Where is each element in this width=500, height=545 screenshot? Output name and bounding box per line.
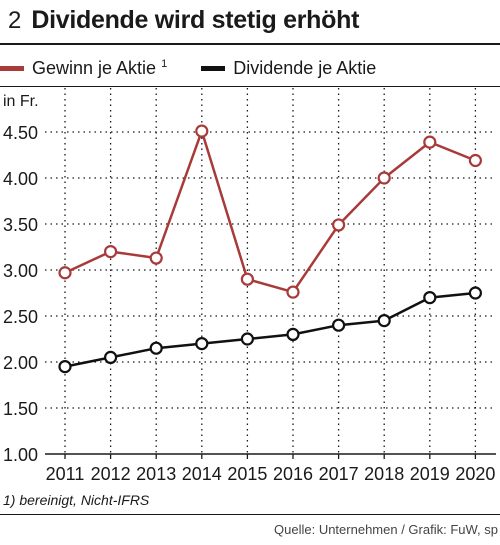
legend-label-dividende: Dividende je Aktie bbox=[233, 57, 377, 78]
data-point bbox=[377, 314, 391, 328]
data-point bbox=[103, 350, 118, 364]
chart-title: Dividende wird stetig erhöht bbox=[31, 6, 360, 34]
bottom-rule bbox=[0, 514, 500, 515]
data-point bbox=[58, 360, 72, 374]
data-point bbox=[377, 171, 391, 185]
data-point bbox=[240, 332, 254, 346]
x-tick-label: 2018 bbox=[364, 464, 404, 484]
y-axis-label: in Fr. bbox=[3, 93, 39, 110]
y-tick-label: 2.00 bbox=[3, 353, 38, 373]
x-tick-labels: 2011 2012 2013 2014 2015 2016 2017 2018 2019 2020 bbox=[46, 464, 496, 484]
source-credit: Quelle: Unternehmen / Grafik: FuW, sp bbox=[274, 522, 498, 537]
top-rule bbox=[0, 43, 500, 45]
y-tick-label: 4.00 bbox=[3, 169, 38, 189]
x-tick-label: 2017 bbox=[319, 464, 359, 484]
data-point bbox=[149, 251, 163, 265]
series-points bbox=[58, 124, 482, 374]
data-point bbox=[103, 245, 118, 259]
data-point bbox=[58, 266, 72, 280]
y-tick-label: 3.00 bbox=[3, 261, 38, 281]
y-tick-labels: 1.00 1.50 2.00 2.50 3.00 3.50 4.00 4.50 bbox=[3, 123, 38, 465]
x-tick-label: 2019 bbox=[410, 464, 450, 484]
x-tick-label: 2016 bbox=[273, 464, 313, 484]
data-point bbox=[423, 135, 437, 149]
x-tick-label: 2013 bbox=[136, 464, 176, 484]
series-line-1 bbox=[64, 291, 476, 368]
x-tick-label: 2011 bbox=[46, 464, 85, 484]
y-tick-label: 4.50 bbox=[3, 123, 38, 143]
data-point bbox=[195, 124, 209, 138]
line-chart: in Fr. 1.001.502.002.503.003.504.004.50 … bbox=[3, 88, 496, 484]
legend-item-dividende: Dividende je Aktie bbox=[201, 58, 376, 79]
x-tick-label: 2012 bbox=[91, 464, 131, 484]
legend-rule bbox=[0, 86, 500, 87]
x-tick-label: 2014 bbox=[182, 464, 222, 484]
y-tick-label: 2.50 bbox=[3, 307, 38, 327]
legend: Gewinn je Aktie 1 Dividende je Aktie bbox=[0, 54, 410, 82]
footnote: 1) bereinigt, Nicht-IFRS bbox=[3, 492, 150, 508]
y-tick-label: 3.50 bbox=[3, 215, 38, 235]
data-point bbox=[468, 153, 482, 168]
series-lines bbox=[64, 129, 476, 368]
data-point bbox=[423, 291, 437, 305]
figure-number: 2 bbox=[8, 7, 22, 34]
data-point bbox=[332, 318, 346, 332]
data-point bbox=[240, 272, 254, 286]
series-line-0 bbox=[64, 129, 476, 294]
data-point bbox=[332, 218, 346, 232]
data-point bbox=[195, 337, 209, 351]
legend-swatch-gewinn bbox=[0, 65, 24, 71]
data-point bbox=[286, 327, 300, 341]
data-point bbox=[149, 341, 163, 355]
y-tick-label: 1.00 bbox=[3, 445, 38, 465]
legend-swatch-dividende bbox=[201, 65, 226, 71]
x-tick-label: 2015 bbox=[227, 464, 267, 484]
x-tick-label: 2020 bbox=[455, 464, 495, 484]
data-point bbox=[286, 285, 300, 299]
legend-footnote-mark: 1 bbox=[161, 57, 168, 70]
chart-title-row: 2 Dividende wird stetig erhöht bbox=[8, 6, 359, 36]
legend-item-gewinn: Gewinn je Aktie 1 bbox=[0, 58, 167, 79]
data-point bbox=[468, 286, 482, 300]
y-tick-label: 1.50 bbox=[3, 399, 38, 419]
legend-label-gewinn: Gewinn je Aktie 1 bbox=[32, 57, 168, 78]
